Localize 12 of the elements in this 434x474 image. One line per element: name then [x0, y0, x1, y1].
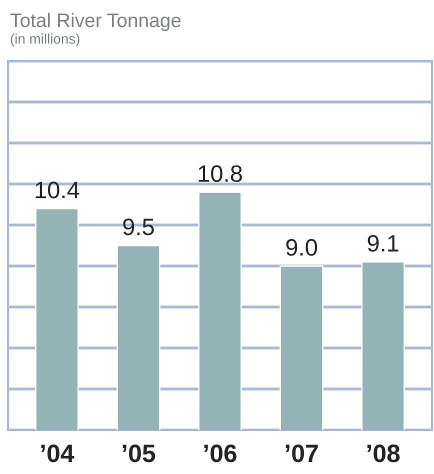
- data-label: 10.8: [198, 165, 242, 182]
- chart-subtitle: (in millions): [10, 34, 80, 46]
- x-tick-label: ’08: [367, 444, 400, 462]
- data-label: 9.5: [123, 218, 154, 236]
- x-tick-label: ’05: [122, 444, 156, 462]
- data-label: 9.1: [368, 234, 398, 252]
- data-label: 9.0: [286, 239, 318, 256]
- chart-title: Total River Tonnage: [10, 12, 181, 32]
- x-tick-label: ’06: [204, 444, 236, 462]
- x-tick-label: ’07: [286, 444, 318, 462]
- data-label: 10.4: [36, 182, 80, 198]
- x-tick-label: ’04: [41, 444, 74, 462]
